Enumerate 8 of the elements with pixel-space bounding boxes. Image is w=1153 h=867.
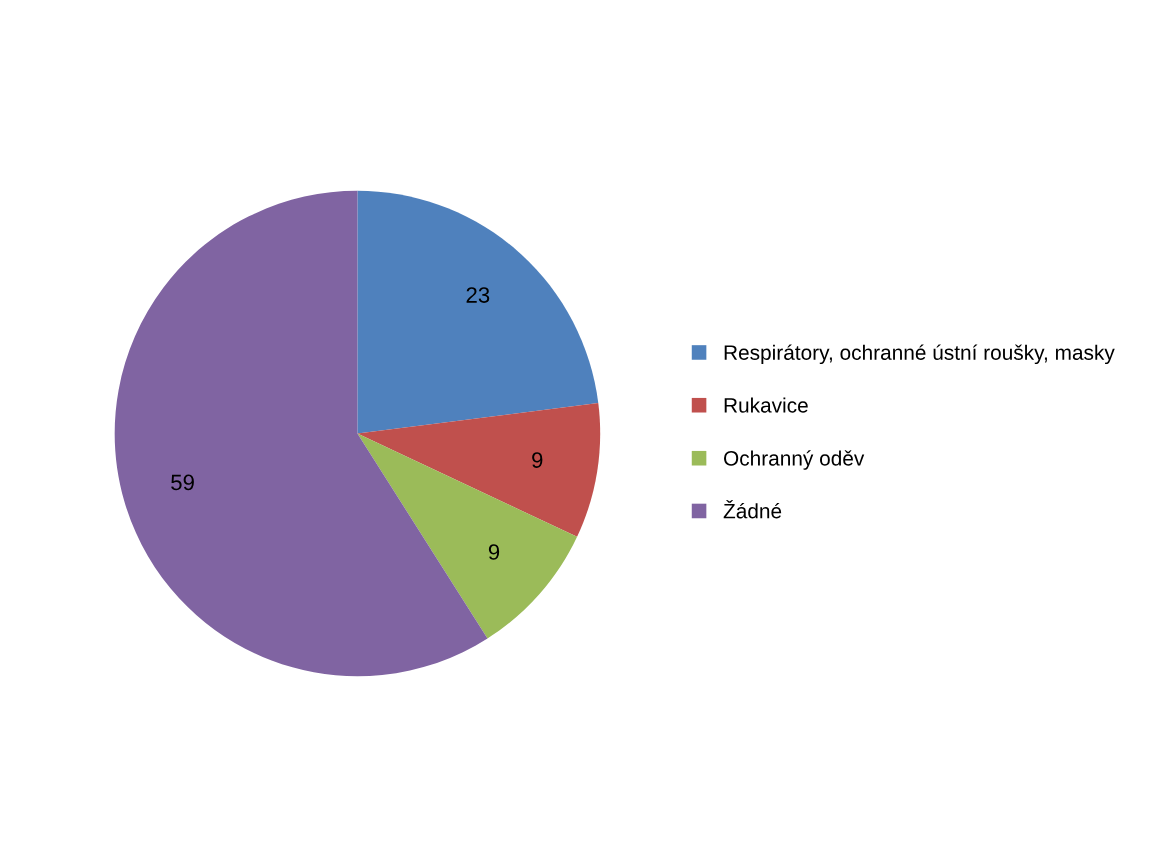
data-label: 9 — [488, 544, 500, 560]
legend-label: Žádné — [723, 500, 782, 519]
data-label: 23 — [466, 287, 490, 303]
legend-label: Rukavice — [724, 397, 808, 413]
data-label: 59 — [171, 474, 194, 491]
legend-label: Ochranný oděv — [724, 450, 865, 470]
data-label: 9 — [532, 452, 543, 468]
legend-label: Respirátory, ochranné ústní roušky, masky — [724, 344, 1115, 365]
